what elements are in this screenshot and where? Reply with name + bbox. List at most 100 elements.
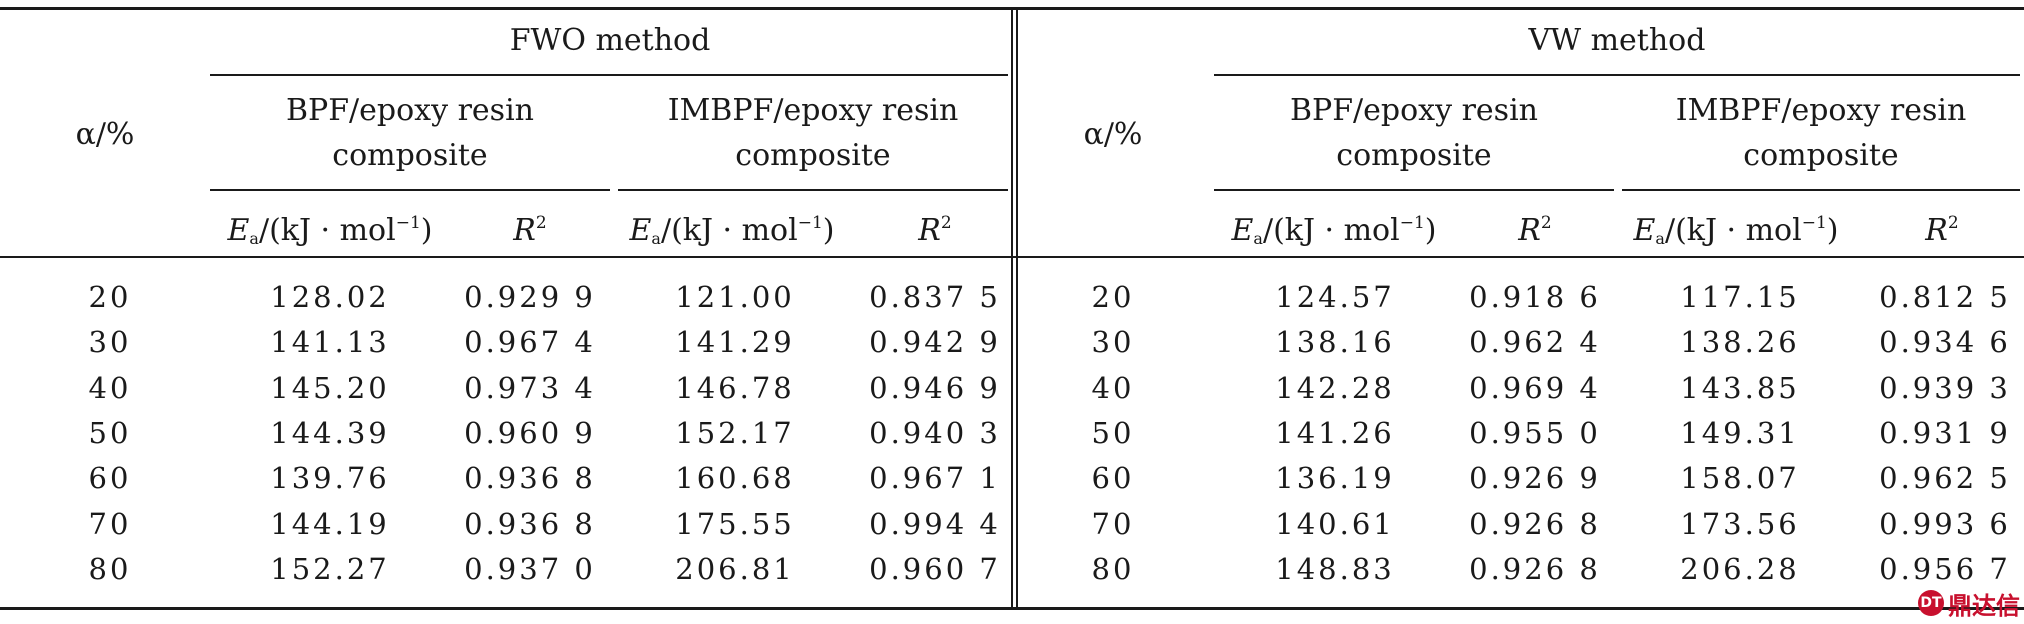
fwo-imbpf-ea-cell: 160.68 [675,461,795,496]
vw-imbpf-r2-cell: 0.956 7 [1879,551,2011,586]
r2-symbol: R [1518,213,1541,248]
fwo-imbpf-r2-cell: 0.940 3 [869,415,1001,450]
fwo-imbpf-r2-cell: 0.942 9 [869,325,1001,360]
vw-group1-underline [1214,189,1614,191]
vw-imbpf-r2-cell: 0.962 5 [1879,461,2011,496]
r2-symbol: R [513,213,536,248]
vw-group2-line2: composite [1743,138,1899,173]
fwo-bpf-r2-cell: 0.929 9 [464,280,596,314]
fwo-alpha-cell: 70 [88,506,132,541]
ea-unit-exponent: −1 [797,213,823,233]
fwo-method-header: FWO method [509,23,711,58]
vw-bpf-r2-cell: 0.926 9 [1469,461,1601,496]
fwo-alpha-cell: 30 [88,325,132,360]
vw-alpha-cell: 80 [1091,551,1135,586]
vw-alpha-cell: 30 [1091,325,1135,360]
vw-imbpf-r2-cell: 0.931 9 [1879,415,2011,450]
fwo-imbpf-ea-cell: 206.81 [675,551,795,586]
fwo-group1-underline [210,189,610,191]
vw-alpha-header: α/% [1083,117,1143,152]
vw-bpf-r2-cell: 0.918 6 [1469,280,1601,314]
fwo-group2-r2-header: R2 [865,206,1005,248]
fwo-imbpf-r2-cell: 0.946 9 [869,370,1001,405]
fwo-bpf-r2-cell: 0.967 4 [464,325,596,360]
vw-bpf-ea-cell: 140.61 [1275,506,1395,541]
fwo-group2-ea-header: Ea/(kJ · mol−1) [612,206,852,256]
vw-imbpf-ea-cell: 149.31 [1680,415,1800,450]
fwo-group1-line1: BPF/epoxy resin [286,93,534,128]
vw-group1-line2: composite [1336,138,1492,173]
vw-alpha-cell: 70 [1091,506,1135,541]
fwo-bpf-ea-cell: 144.39 [270,415,390,450]
vw-imbpf-r2-cell: 0.934 6 [1879,325,2011,360]
fwo-group1-line2: composite [332,138,488,173]
vw-bpf-ea-cell: 148.83 [1275,551,1395,586]
vw-method-underline [1214,74,2020,76]
fwo-imbpf-ea-cell: 121.00 [675,280,795,314]
vw-bpf-ea-cell: 141.26 [1275,415,1395,450]
vw-alpha-cell: 40 [1091,370,1135,405]
fwo-bpf-r2-cell: 0.937 0 [464,551,596,586]
fwo-imbpf-ea-cell: 146.78 [675,370,795,405]
ea-symbol: E [1633,213,1656,248]
fwo-imbpf-ea-cell: 175.55 [675,506,795,541]
ea-symbol: E [1231,213,1254,248]
fwo-bpf-r2-cell: 0.936 8 [464,506,596,541]
ea-unit: /(kJ · mol [660,213,798,248]
vw-group2-r2-header: R2 [1872,206,2012,248]
fwo-imbpf-r2-cell: 0.967 1 [869,461,1001,496]
vw-imbpf-ea-cell: 158.07 [1680,461,1800,496]
fwo-group1-ea-header: Ea/(kJ · mol−1) [210,206,450,256]
fwo-group2-line2: composite [735,138,891,173]
ea-unit-close: ) [822,213,835,248]
vw-imbpf-r2-cell: 0.993 6 [1879,506,2011,541]
vw-imbpf-r2-cell: 0.812 5 [1879,280,2011,314]
fwo-bpf-r2-cell: 0.936 8 [464,461,596,496]
ea-unit-close: ) [420,213,433,248]
vw-bpf-r2-cell: 0.969 4 [1469,370,1601,405]
fwo-alpha-cell: 60 [88,461,132,496]
ea-unit-close: ) [1826,213,1839,248]
fwo-method-underline [210,74,1008,76]
vw-imbpf-r2-cell: 0.939 3 [1879,370,2011,405]
fwo-alpha-header: α/% [75,117,135,152]
divider-line-right [1016,8,1018,608]
fwo-group2-underline [618,189,1008,191]
vw-bpf-ea-cell: 124.57 [1275,280,1395,314]
fwo-imbpf-ea-cell: 152.17 [675,415,795,450]
vw-method-header: VW method [1528,23,1706,58]
fwo-bpf-ea-cell: 128.02 [270,280,390,314]
ea-unit: /(kJ · mol [1262,213,1400,248]
vw-imbpf-ea-cell: 143.85 [1680,370,1800,405]
fwo-alpha-cell: 80 [88,551,132,586]
fwo-imbpf-r2-cell: 0.837 5 [869,280,1001,314]
vw-imbpf-ea-cell: 138.26 [1680,325,1800,360]
fwo-imbpf-r2-cell: 0.994 4 [869,506,1001,541]
ea-unit-exponent: −1 [1801,213,1827,233]
fwo-group1-r2-header: R2 [460,206,600,248]
r2-symbol: R [918,213,941,248]
vw-alpha-cell: 50 [1091,415,1135,450]
vw-group2-ea-header: Ea/(kJ · mol−1) [1616,206,1856,256]
fwo-imbpf-r2-cell: 0.960 7 [869,551,1001,586]
ea-unit-exponent: −1 [1399,213,1425,233]
r2-exponent: 2 [535,213,547,233]
fwo-alpha-cell: 20 [88,280,132,314]
vw-group2-underline [1622,189,2020,191]
ea-subscript: a [249,229,259,248]
fwo-imbpf-ea-cell: 141.29 [675,325,795,360]
ea-subscript: a [1655,229,1665,248]
vw-group2-line1: IMBPF/epoxy resin [1675,93,1967,128]
fwo-bpf-r2-cell: 0.960 9 [464,415,596,450]
vw-bpf-r2-cell: 0.926 8 [1469,506,1601,541]
ea-unit-exponent: −1 [395,213,421,233]
watermark-text: 鼎达信 [1948,591,2020,620]
ea-subscript: a [1253,229,1263,248]
vw-group1-line1: BPF/epoxy resin [1290,93,1538,128]
ea-symbol: E [629,213,652,248]
vw-imbpf-ea-cell: 206.28 [1680,551,1800,586]
vw-bpf-r2-cell: 0.926 8 [1469,551,1601,586]
watermark-logo: DT 鼎达信 [1918,586,2020,620]
vw-bpf-r2-cell: 0.962 4 [1469,325,1601,360]
